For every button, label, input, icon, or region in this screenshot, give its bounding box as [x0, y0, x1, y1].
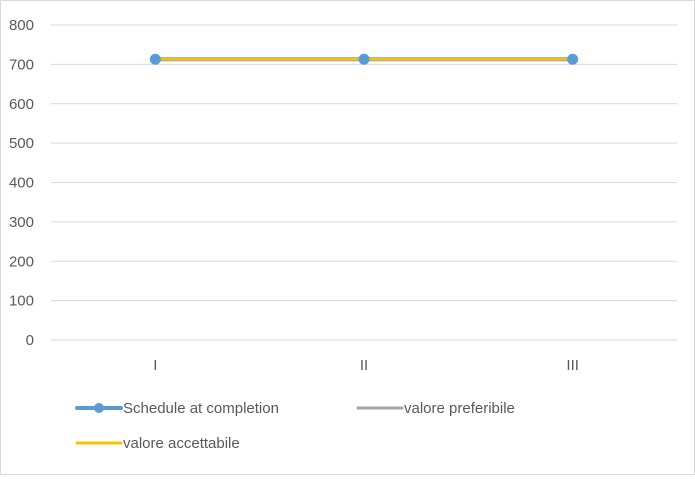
y-tick-label: 800 [9, 17, 34, 34]
x-tick-label: I [153, 357, 157, 374]
y-tick-label: 100 [9, 293, 34, 310]
legend-item-1: valore preferibile [356, 400, 515, 417]
data-point [358, 53, 370, 65]
x-tick-label: II [360, 357, 368, 374]
data-point [567, 53, 579, 65]
y-tick-label: 200 [9, 253, 34, 270]
y-axis-tick-labels: 0 100 200 300 400 500 600 700 800 [9, 17, 34, 349]
y-tick-label: 700 [9, 56, 34, 73]
legend: Schedule at completion valore preferibile… [75, 400, 515, 452]
y-tick-label: 500 [9, 135, 34, 152]
legend-item-2: valore accettabile [75, 435, 240, 452]
legend-label: valore accettabile [123, 435, 240, 452]
x-axis-tick-labels: I II III [153, 357, 579, 374]
y-tick-label: 0 [26, 332, 34, 349]
data-point [149, 53, 161, 65]
y-tick-label: 600 [9, 96, 34, 113]
x-tick-label: III [566, 357, 579, 374]
legend-item-0: Schedule at completion [75, 400, 279, 417]
gridlines [51, 24, 677, 341]
legend-label: valore preferibile [404, 400, 515, 417]
series-lines [149, 53, 579, 65]
legend-label: Schedule at completion [123, 400, 279, 417]
y-tick-label: 300 [9, 214, 34, 231]
y-tick-label: 400 [9, 175, 34, 192]
legend-marker [94, 403, 104, 413]
